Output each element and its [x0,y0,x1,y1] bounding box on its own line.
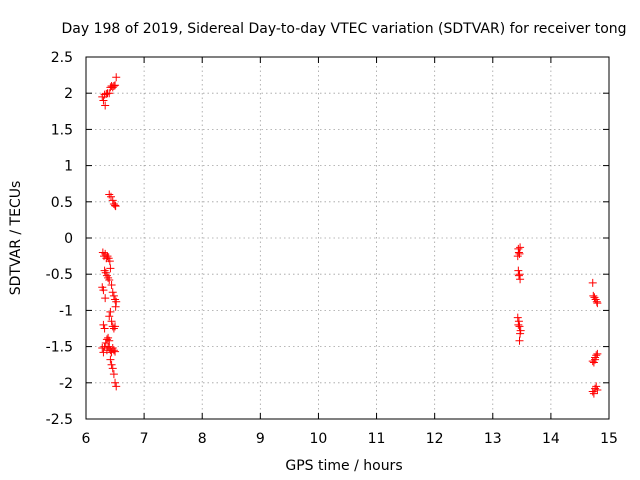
data-point-marker [513,313,522,322]
data-point-marker [111,322,120,331]
chart-title: Day 198 of 2019, Sidereal Day-to-day VTE… [61,21,626,37]
y-tick-label: -2.5 [46,412,73,428]
data-point-marker [111,302,120,311]
data-point-marker [515,336,524,345]
y-tick-label: 0 [64,231,73,247]
x-tick-label: 11 [368,431,386,447]
x-tick-label: 13 [484,431,502,447]
data-point-marker [105,89,114,98]
x-tick-label: 8 [198,431,207,447]
data-point-marker [105,275,114,284]
data-point-marker [516,243,525,252]
data-point-marker [100,324,109,333]
data-point-marker [111,347,120,356]
data-point-marker [514,320,523,329]
data-point-marker [589,389,598,398]
data-point-marker [111,202,120,211]
y-tick-label: -1 [59,303,73,319]
data-point-marker [105,336,114,345]
data-point-marker [107,360,116,369]
data-point-marker [513,252,522,261]
data-point-marker [107,281,116,290]
grid-lines [86,57,609,419]
data-point-marker [111,378,120,387]
data-point-marker [105,312,114,321]
x-tick-label: 15 [600,431,618,447]
data-point-marker [112,297,121,306]
data-point-marker [109,81,118,90]
x-tick-label: 7 [140,431,149,447]
data-point-marker [106,192,115,201]
x-tick-label: 14 [542,431,560,447]
data-point-marker [108,364,117,373]
x-tick-label: 6 [82,431,91,447]
data-point-marker [111,81,120,90]
axis-ticks [85,56,610,420]
data-point-marker [514,317,523,326]
data-point-marker [112,382,121,391]
y-tick-label: 1 [64,159,73,175]
data-point-marker [514,271,523,280]
data-point-marker [515,322,524,331]
x-tick-label: 9 [256,431,265,447]
data-point-marker [593,299,602,308]
data-point-marker [514,266,523,275]
x-tick-labels: 6 7 8 9 10 11 12 13 14 15 [82,431,618,447]
y-tick-labels: -2.5 -2 -1.5 -1 -0.5 0 0.5 1 1.5 2 2.5 [46,50,73,428]
data-point-marker [592,297,601,306]
data-point-marker [108,196,117,205]
x-tick-label: 12 [426,431,444,447]
data-point-marker [516,275,525,284]
data-point-marker [112,73,121,82]
data-point-marker [109,291,118,300]
data-point-marker [109,370,118,379]
data-point-marker [111,201,120,210]
x-axis-label: GPS time / hours [285,458,402,474]
y-tick-label: 2 [64,86,73,102]
data-point-marker [108,288,117,297]
data-points [98,73,602,398]
data-point-marker [101,101,110,110]
data-point-marker [99,286,108,295]
y-tick-label: -1.5 [46,340,73,356]
data-point-marker [588,278,597,287]
data-point-marker [106,264,115,273]
data-point-marker [514,244,523,253]
data-point-marker [105,257,114,266]
data-point-marker [106,355,115,364]
data-point-marker [593,349,602,358]
data-point-marker [591,355,600,364]
data-point-marker [101,294,110,303]
y-tick-label: 2.5 [51,50,73,66]
y-tick-label: 1.5 [51,122,73,138]
data-point-marker [99,320,108,329]
data-point-marker [592,351,601,360]
y-tick-label: -0.5 [46,267,73,283]
data-point-marker [514,248,523,257]
x-tick-label: 10 [310,431,328,447]
y-axis-label: SDTVAR / TECUs [8,181,24,296]
data-point-marker [515,270,524,279]
data-point-marker [99,96,108,105]
data-point-marker [109,346,118,355]
data-point-marker [516,329,525,338]
y-tick-label: 0.5 [51,195,73,211]
data-point-marker [107,317,116,326]
data-point-marker [593,386,602,395]
data-point-marker [592,382,601,391]
data-point-marker [106,307,115,316]
y-tick-label: -2 [59,376,73,392]
